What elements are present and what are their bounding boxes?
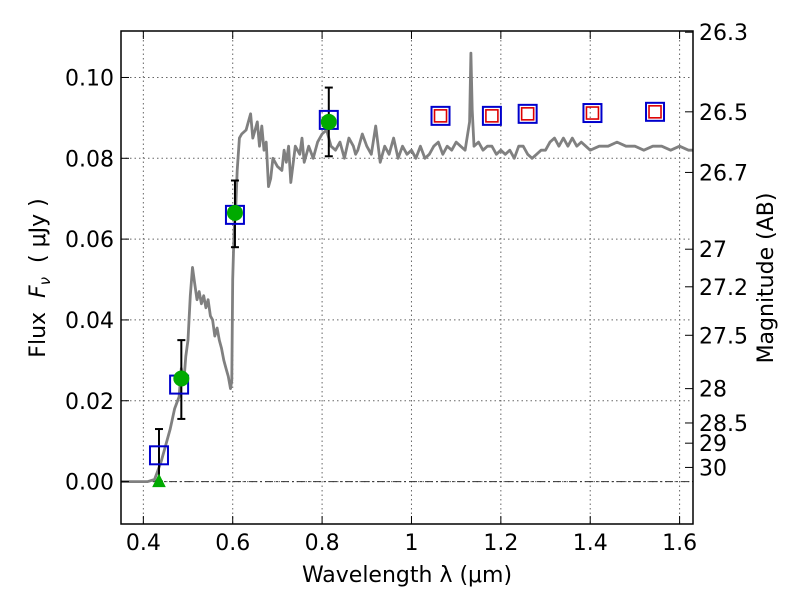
y-axis-ticks: 0.00 0.02 0.04 0.06 0.08 0.10	[65, 66, 129, 496]
x-tick-label: 0.8	[305, 531, 340, 556]
green-observed-point	[320, 113, 337, 130]
red-square-marker	[485, 109, 499, 123]
blue-square-marker	[481, 105, 502, 126]
green-triangle-marker	[152, 473, 166, 488]
y-axis-title-unit: ( μJy )	[26, 198, 51, 277]
y-axis-title-symbol: F	[26, 285, 51, 298]
y-tick-label: 0.08	[65, 147, 114, 172]
y-axis-title: Flux Fν ( μJy )	[26, 198, 54, 357]
y-tick-label: 0.04	[65, 309, 114, 334]
model-spectrum-line	[121, 51, 693, 484]
red-square-marker	[433, 109, 448, 123]
plot-frame	[120, 30, 694, 525]
x-tick-label: 1.2	[483, 531, 518, 556]
y-axis-title-prefix: Flux	[26, 298, 51, 358]
magnitude-axis-title: Magnitude (AB)	[754, 193, 779, 364]
y-axis-title-subscript: ν	[36, 277, 54, 285]
magnitude-tick-label: 27.2	[699, 276, 748, 301]
magnitude-tick-label: 28.5	[699, 412, 748, 437]
red-square-marker	[648, 105, 662, 119]
magnitude-tick-label: 26.3	[699, 21, 748, 46]
y-tick-label: 0.06	[65, 228, 114, 253]
y-tick-label: 0.10	[65, 66, 114, 91]
x-tick-label: 1	[404, 531, 418, 556]
magnitude-tick-label: 26.5	[699, 101, 748, 126]
green-observed-point	[173, 370, 190, 387]
x-axis-ticks: 0.4 0.6 0.8 1 1.2 1.4 1.6	[126, 31, 697, 556]
magnitude-tick-label: 27	[699, 238, 727, 263]
x-tick-label: 0.6	[215, 531, 250, 556]
y-tick-label: 0.00	[65, 471, 114, 496]
red-square-marker	[585, 106, 600, 120]
blue-square-marker	[430, 105, 451, 126]
magnitude-tick-label: 27.5	[699, 324, 748, 349]
y-tick-label: 0.02	[65, 390, 114, 415]
magnitude-tick-label: 29	[699, 432, 727, 457]
magnitude-tick-label: 30	[699, 456, 727, 481]
blue-square-marker	[582, 103, 603, 124]
magnitude-tick-label: 28	[699, 378, 727, 403]
x-axis-title: Wavelength λ (μm)	[302, 563, 512, 588]
x-tick-label: 1.6	[662, 531, 697, 556]
blue-square-marker	[148, 445, 169, 466]
magnitude-tick-label: 26.7	[699, 161, 748, 186]
blue-square-marker	[517, 103, 538, 124]
model-spectrum-layer	[121, 51, 693, 484]
plot-background	[121, 31, 693, 524]
grid-lines	[121, 31, 693, 524]
green-observed-point	[226, 204, 243, 221]
red-square-marker	[520, 107, 535, 121]
blue-square-marker	[645, 101, 666, 122]
x-tick-label: 0.4	[126, 531, 161, 556]
x-tick-label: 1.4	[573, 531, 608, 556]
marker-layer	[148, 101, 666, 488]
